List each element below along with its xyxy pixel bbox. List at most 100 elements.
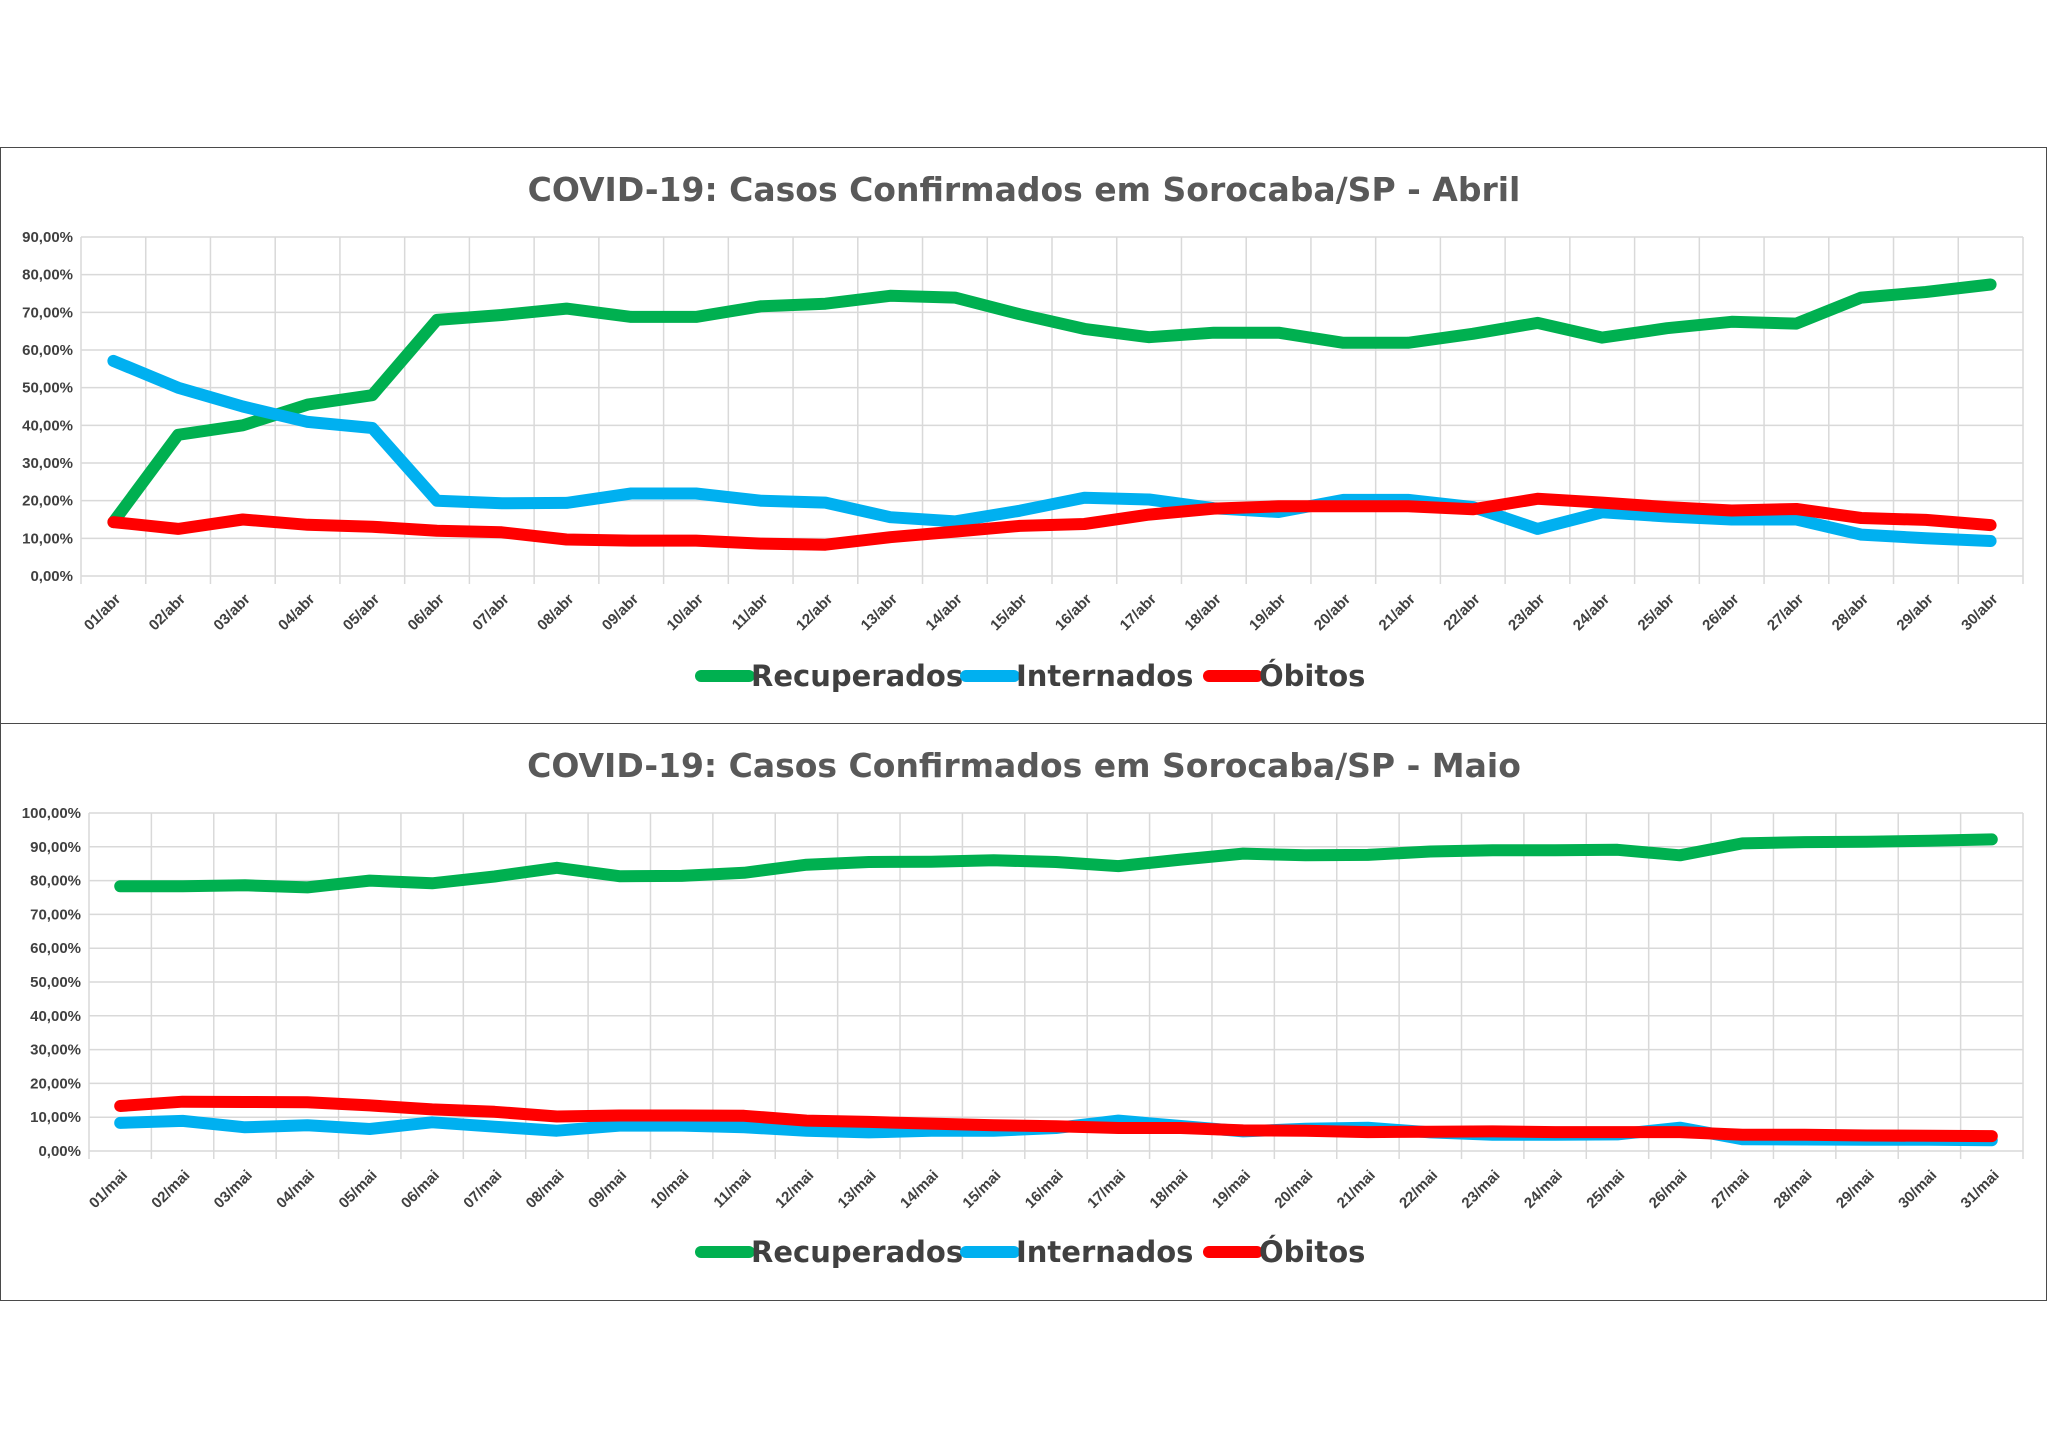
x-tick-label: 18/mai: [1147, 1167, 1192, 1212]
x-tick-label: 24/mai: [1521, 1167, 1566, 1212]
x-tick-label: 31/mai: [1958, 1167, 2003, 1212]
y-tick-label: 10,00%: [30, 1109, 81, 1126]
y-tick-label: 0,00%: [38, 1143, 81, 1160]
x-tick-label: 08/abr: [534, 591, 577, 634]
x-tick-label: 23/abr: [1505, 591, 1548, 634]
x-tick-label: 22/abr: [1440, 591, 1483, 634]
x-tick-label: 07/mai: [460, 1167, 505, 1212]
x-tick-label: 06/abr: [405, 591, 448, 634]
x-tick-label: 20/abr: [1311, 591, 1354, 634]
series-line-obitos: [107, 492, 1997, 551]
x-tick-label: 10/abr: [664, 591, 707, 634]
x-tick-label: 16/abr: [1052, 591, 1095, 634]
gridlines: [88, 812, 2024, 1159]
x-tick-label: 19/mai: [1209, 1167, 1254, 1212]
series-line-obitos: [114, 1095, 1998, 1143]
y-tick-label: 60,00%: [22, 342, 73, 359]
y-tick-label: 80,00%: [22, 267, 73, 284]
y-tick-label: 30,00%: [22, 455, 73, 472]
x-tick-label: 23/mai: [1458, 1167, 1503, 1212]
y-tick-label: 0,00%: [30, 568, 73, 585]
y-tick-label: 90,00%: [30, 839, 81, 856]
y-tick-label: 50,00%: [30, 974, 81, 991]
x-tick-label: 26/mai: [1646, 1167, 1691, 1212]
x-tick-label: 06/mai: [398, 1167, 443, 1212]
series-line-internados: [107, 354, 1997, 547]
x-tick-label: 28/abr: [1829, 591, 1872, 634]
series-line-recuperados: [114, 833, 1998, 894]
y-tick-label: 40,00%: [22, 417, 73, 434]
x-tick-label: 17/abr: [1117, 591, 1160, 634]
x-tick-label: 21/abr: [1376, 591, 1419, 634]
y-tick-label: 10,00%: [22, 530, 73, 547]
y-tick-label: 80,00%: [30, 873, 81, 890]
chart-svg: COVID-19: Casos Confirmados em Sorocaba/…: [22, 746, 2024, 1269]
x-tick-label: 05/mai: [336, 1167, 381, 1212]
x-tick-label: 29/abr: [1893, 591, 1936, 634]
x-tick-label: 11/abr: [729, 591, 772, 634]
x-tick-label: 17/mai: [1084, 1167, 1129, 1212]
legend-label-obitos: Óbitos: [1259, 1235, 1365, 1269]
legend-label-recuperados: Recuperados: [751, 1235, 963, 1269]
x-tick-label: 16/mai: [1022, 1167, 1067, 1212]
x-tick-label: 03/abr: [210, 591, 253, 634]
x-tick-label: 26/abr: [1699, 591, 1742, 634]
x-tick-label: 14/mai: [897, 1167, 942, 1212]
x-tick-label: 10/mai: [647, 1167, 692, 1212]
x-tick-label: 12/abr: [793, 591, 836, 634]
x-tick-label: 15/mai: [959, 1167, 1004, 1212]
x-tick-label: 02/mai: [148, 1167, 193, 1212]
x-tick-label: 13/abr: [858, 591, 901, 634]
chart-panel-abril: COVID-19: Casos Confirmados em Sorocaba/…: [0, 147, 2047, 725]
x-tick-label: 09/mai: [585, 1167, 630, 1212]
x-tick-label: 07/abr: [469, 591, 512, 634]
x-tick-label: 04/mai: [273, 1167, 318, 1212]
x-tick-label: 18/abr: [1181, 591, 1224, 634]
legend-label-internados: Internados: [1016, 1235, 1193, 1269]
y-tick-label: 100,00%: [22, 805, 81, 822]
x-tick-label: 29/mai: [1833, 1167, 1878, 1212]
x-tick-label: 25/abr: [1635, 591, 1678, 634]
x-tick-label: 05/abr: [340, 591, 383, 634]
series-line-recuperados: [107, 278, 1997, 529]
x-tick-label: 09/abr: [599, 591, 642, 634]
y-tick-label: 60,00%: [30, 940, 81, 957]
x-tick-label: 21/mai: [1334, 1167, 1379, 1212]
chart-title: COVID-19: Casos Confirmados em Sorocaba/…: [528, 170, 1521, 209]
x-tick-label: 25/mai: [1583, 1167, 1628, 1212]
y-tick-label: 20,00%: [30, 1075, 81, 1092]
x-tick-label: 13/mai: [835, 1167, 880, 1212]
x-tick-label: 01/abr: [81, 591, 124, 634]
x-tick-label: 12/mai: [772, 1167, 817, 1212]
y-tick-label: 70,00%: [22, 304, 73, 321]
y-tick-label: 20,00%: [22, 493, 73, 510]
x-tick-label: 30/abr: [1958, 591, 2001, 634]
x-tick-label: 20/mai: [1271, 1167, 1316, 1212]
x-tick-label: 04/abr: [275, 591, 318, 634]
x-tick-label: 08/mai: [523, 1167, 568, 1212]
y-tick-label: 40,00%: [30, 1008, 81, 1025]
x-tick-label: 22/mai: [1396, 1167, 1441, 1212]
x-tick-label: 28/mai: [1770, 1167, 1815, 1212]
chart-title: COVID-19: Casos Confirmados em Sorocaba/…: [527, 746, 1521, 785]
x-tick-label: 27/abr: [1764, 591, 1807, 634]
x-tick-label: 24/abr: [1570, 591, 1613, 634]
legend-label-obitos: Óbitos: [1259, 659, 1365, 693]
legend: Recuperados Internados Óbitos: [695, 1235, 1365, 1269]
y-tick-label: 30,00%: [30, 1042, 81, 1059]
legend: Recuperados Internados Óbitos: [695, 659, 1365, 693]
x-tick-label: 14/abr: [922, 591, 965, 634]
x-tick-label: 27/mai: [1708, 1167, 1753, 1212]
x-tick-label: 01/mai: [86, 1167, 131, 1212]
chart-svg: COVID-19: Casos Confirmados em Sorocaba/…: [22, 170, 2024, 693]
x-tick-label: 30/mai: [1895, 1167, 1940, 1212]
x-tick-label: 03/mai: [211, 1167, 256, 1212]
legend-label-recuperados: Recuperados: [751, 659, 963, 693]
x-tick-label: 11/mai: [710, 1167, 754, 1211]
x-tick-label: 19/abr: [1246, 591, 1289, 634]
y-tick-label: 90,00%: [22, 229, 73, 246]
x-tick-label: 02/abr: [146, 591, 189, 634]
y-tick-label: 70,00%: [30, 906, 81, 923]
chart-panel-maio: COVID-19: Casos Confirmados em Sorocaba/…: [0, 723, 2047, 1301]
legend-label-internados: Internados: [1016, 659, 1193, 693]
